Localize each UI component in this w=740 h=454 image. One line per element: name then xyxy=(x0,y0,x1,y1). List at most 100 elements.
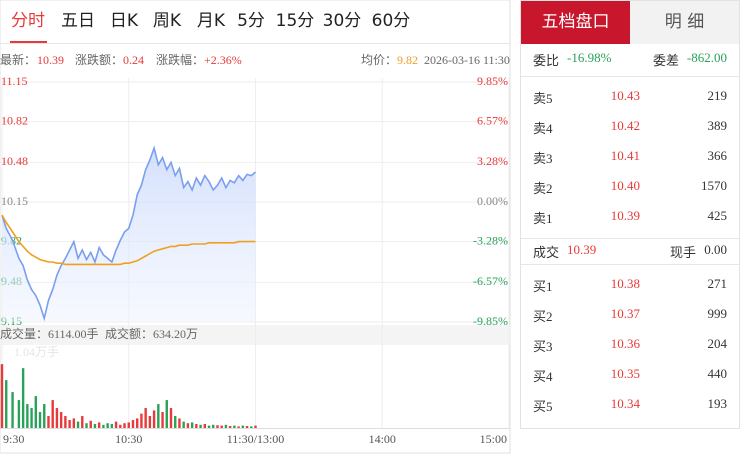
asks-label: 卖2 xyxy=(533,181,553,196)
volume-bar xyxy=(59,412,63,428)
volume-bar xyxy=(34,396,37,428)
volume-bar xyxy=(241,425,245,428)
asks-volume: 1570 xyxy=(701,178,727,193)
volume-bar xyxy=(17,400,21,428)
asks-price: 10.39 xyxy=(610,208,640,223)
order-book: 五档盘口明 细委比 -16.98% 委差 -862.00 卖5 10.43 219 卖4 10.… xyxy=(520,0,740,429)
asks-price: 10.43 xyxy=(610,88,640,103)
asks-label: 卖3 xyxy=(533,151,553,166)
ratio-value: -16.98% xyxy=(567,50,612,65)
asks-volume: 219 xyxy=(707,88,728,103)
tab[interactable]: 月K xyxy=(197,11,226,31)
trade-value: 10.39 xyxy=(567,242,597,257)
volume-bar xyxy=(81,416,84,428)
volume-bar xyxy=(152,410,156,428)
volume-bar xyxy=(216,425,219,428)
tab[interactable]: 15分 xyxy=(276,11,315,31)
volume-bar xyxy=(220,425,223,428)
asks-volume: 366 xyxy=(707,148,728,163)
volume-bar xyxy=(0,364,4,428)
tab[interactable]: 5分 xyxy=(237,11,265,31)
y-tick-label: 11.15 xyxy=(1,74,28,88)
y2-tick-label: -3.28% xyxy=(473,234,508,248)
asks-volume: 389 xyxy=(707,118,728,133)
volume-bar xyxy=(254,425,257,428)
quote-change: 0.24 xyxy=(123,53,144,67)
quote-pct: +2.36% xyxy=(204,53,242,67)
x-tick-label: 14:00 xyxy=(369,432,396,446)
volume-bar xyxy=(228,426,232,428)
separator xyxy=(521,238,739,239)
y2-tick-label: 3.28% xyxy=(477,154,508,168)
tab[interactable]: 周K xyxy=(153,11,182,31)
volume-bar xyxy=(47,416,50,428)
price-line xyxy=(1,145,257,322)
tab[interactable]: 明 细 xyxy=(630,1,739,44)
volume-bar xyxy=(161,412,164,428)
hand-value: 0.00 xyxy=(704,242,727,257)
volume-bar xyxy=(140,413,143,428)
volume-bar xyxy=(30,408,33,428)
volume-bar xyxy=(76,421,80,428)
volume-bar xyxy=(131,420,135,428)
volume-bar xyxy=(64,416,67,428)
volume-bar xyxy=(114,421,118,428)
bids-volume: 440 xyxy=(707,366,728,381)
volume-bar xyxy=(212,424,215,428)
bids-price: 10.38 xyxy=(610,276,640,291)
bids-label: 买3 xyxy=(533,339,553,354)
volume-bar xyxy=(178,418,181,428)
x-tick-label: 15:00 xyxy=(480,432,507,446)
x-tick-label: 10:30 xyxy=(115,432,142,446)
volume-bar xyxy=(93,424,97,428)
asks-label: 卖4 xyxy=(533,121,553,136)
bids-volume: 204 xyxy=(707,336,728,351)
volume-bar xyxy=(21,368,25,428)
volume-bar xyxy=(157,404,160,428)
asks-label: 卖1 xyxy=(533,211,553,226)
volume-bar xyxy=(97,422,101,428)
average-line xyxy=(1,214,256,266)
diff-value: -862.00 xyxy=(686,50,727,65)
bids-label: 买4 xyxy=(533,369,553,384)
y-tick-label: 10.82 xyxy=(1,113,28,127)
diff-label: 委差 xyxy=(653,53,680,68)
separator xyxy=(521,264,739,265)
volume-bar xyxy=(11,392,14,428)
volume-bar xyxy=(127,422,130,428)
tab[interactable]: 30分 xyxy=(323,11,362,31)
tab[interactable]: 分时 xyxy=(11,11,45,31)
volume-bar xyxy=(195,424,198,428)
tab[interactable]: 60分 xyxy=(372,11,411,31)
ratio-label: 委比 xyxy=(533,53,560,68)
volume-bar xyxy=(174,416,177,428)
amount-info: 成交额：634.20万 xyxy=(105,326,198,341)
bids-label: 买5 xyxy=(533,399,553,414)
tab[interactable]: 五日 xyxy=(61,11,95,31)
asks-price: 10.40 xyxy=(610,178,640,193)
volume-bar xyxy=(182,421,185,428)
volume-bar xyxy=(203,424,206,428)
volume-bar xyxy=(136,418,139,428)
y2-tick-label: 6.57% xyxy=(477,114,508,128)
quote-change-label: 涨跌额： xyxy=(75,52,123,67)
bids-volume: 999 xyxy=(707,306,728,321)
quote-latest: 10.39 xyxy=(37,53,64,67)
tab[interactable]: 日K xyxy=(110,11,139,31)
volume-bar xyxy=(190,422,194,428)
volume-bar xyxy=(148,416,152,428)
volume-bar xyxy=(26,404,29,428)
volume-bar xyxy=(224,424,228,428)
y-tick-label: 10.48 xyxy=(1,154,28,168)
tab-active[interactable]: 五档盘口 xyxy=(521,1,630,44)
volume-bar xyxy=(5,380,8,428)
hand-label: 现手 xyxy=(670,245,697,260)
volume-bar xyxy=(43,404,46,428)
y2-tick-label: -6.57% xyxy=(473,274,508,288)
x-tick-label: 11:30/13:00 xyxy=(227,432,285,446)
volume-bar xyxy=(123,423,126,428)
volume-bar xyxy=(165,400,168,428)
bids-volume: 271 xyxy=(707,276,728,291)
